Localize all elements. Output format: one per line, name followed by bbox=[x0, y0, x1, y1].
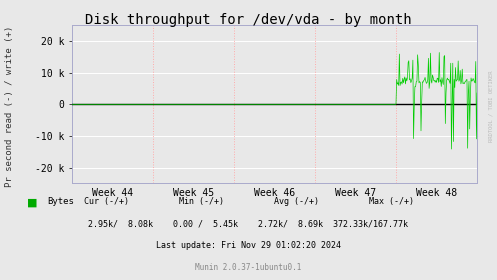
Text: Disk throughput for /dev/vda - by month: Disk throughput for /dev/vda - by month bbox=[85, 13, 412, 27]
Text: Pr second read (-) / write (+): Pr second read (-) / write (+) bbox=[5, 26, 14, 187]
Text: Munin 2.0.37-1ubuntu0.1: Munin 2.0.37-1ubuntu0.1 bbox=[195, 263, 302, 272]
Text: ■: ■ bbox=[27, 197, 38, 207]
Text: Last update: Fri Nov 29 01:02:20 2024: Last update: Fri Nov 29 01:02:20 2024 bbox=[156, 241, 341, 250]
Text: Cur (-/+)          Min (-/+)          Avg (-/+)          Max (-/+): Cur (-/+) Min (-/+) Avg (-/+) Max (-/+) bbox=[83, 197, 414, 206]
Text: Bytes: Bytes bbox=[47, 197, 74, 206]
Text: RRDTOOL / TOBI OETIKER: RRDTOOL / TOBI OETIKER bbox=[488, 71, 493, 142]
Text: 2.95k/  8.08k    0.00 /  5.45k    2.72k/  8.69k  372.33k/167.77k: 2.95k/ 8.08k 0.00 / 5.45k 2.72k/ 8.69k 3… bbox=[88, 220, 409, 229]
